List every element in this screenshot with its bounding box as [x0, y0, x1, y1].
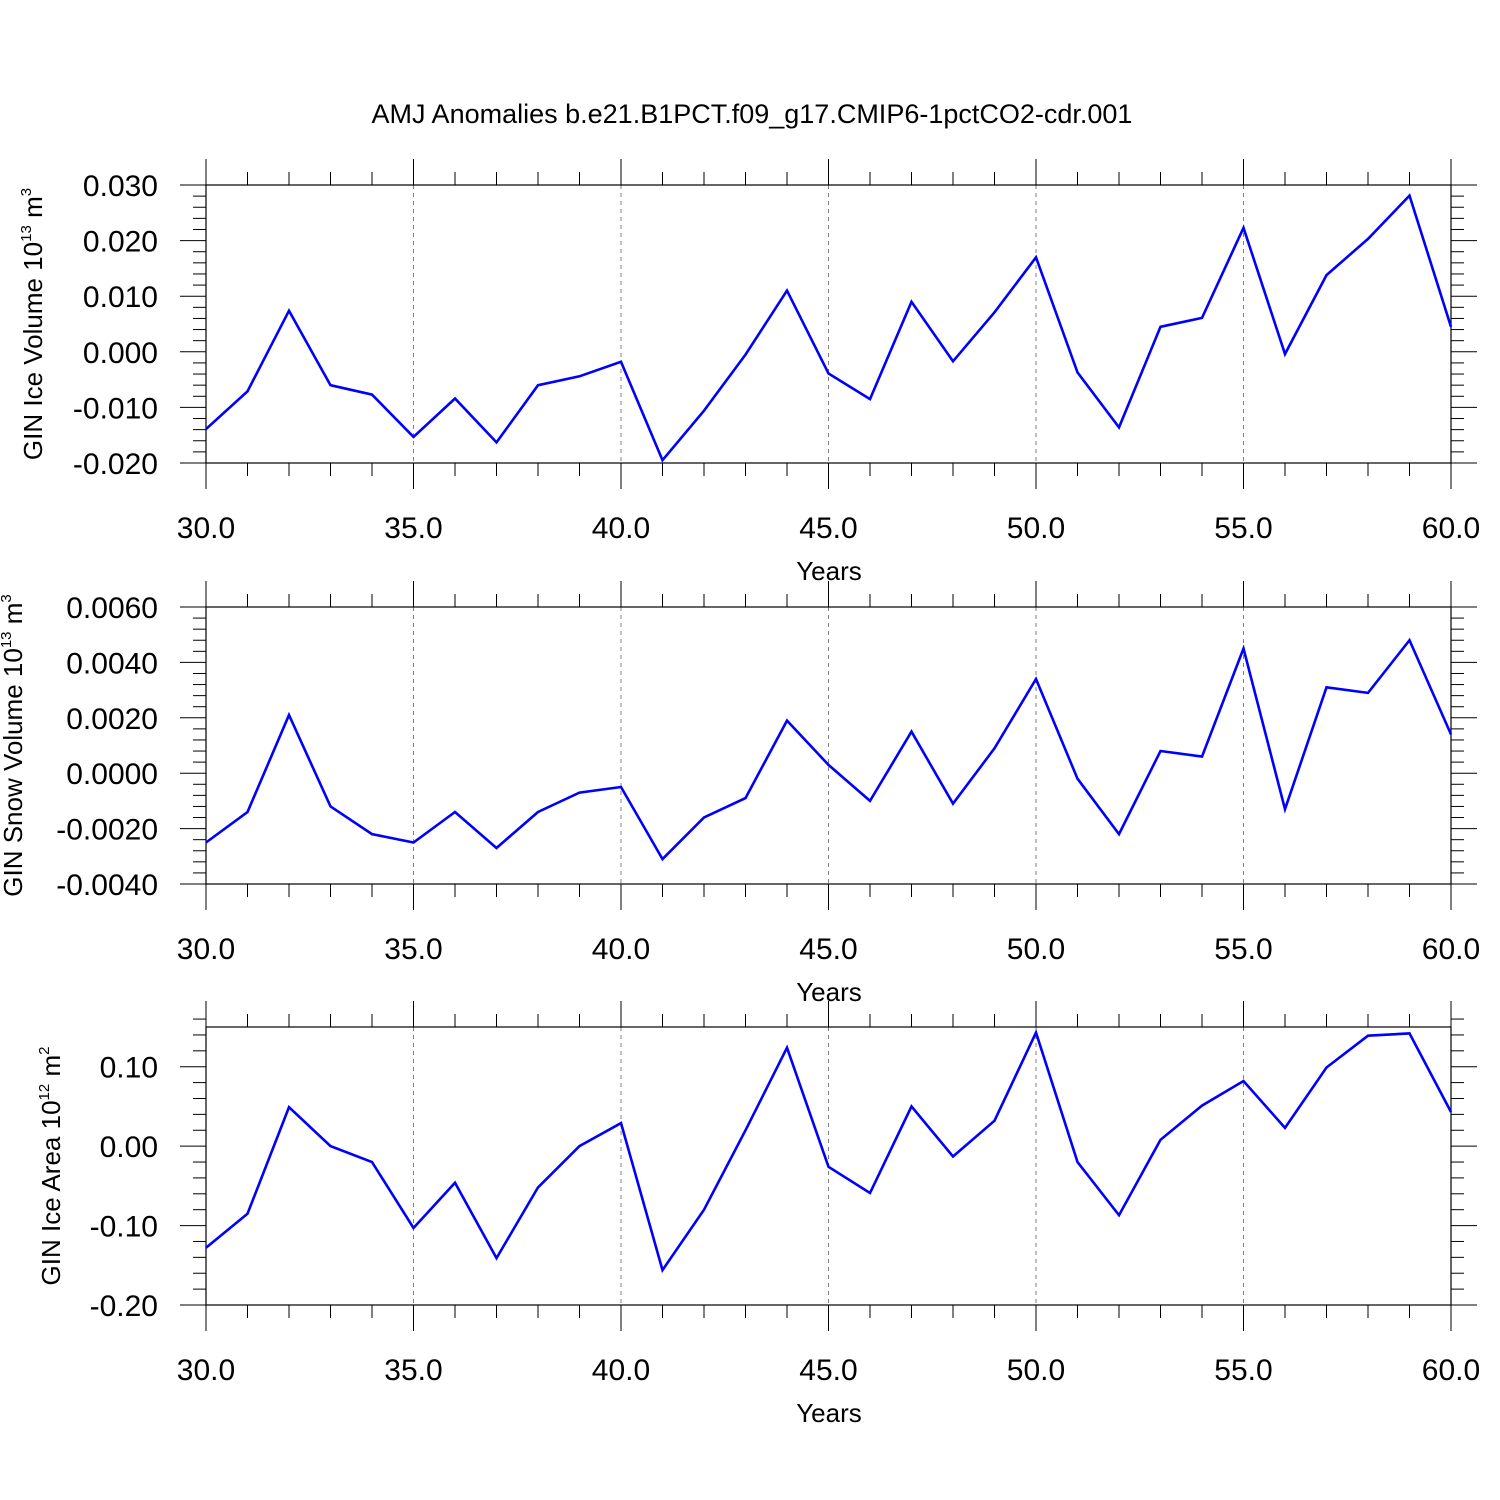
y-tick-label: 0.030: [83, 170, 158, 203]
y-axis-label-superscript: 13: [0, 631, 15, 648]
y-axis-label: GIN Ice Volume 1013 m3: [18, 188, 48, 460]
y-axis-label-text: GIN Ice Area 10: [36, 1100, 66, 1285]
y-axis-label: GIN Ice Area 1012 m2: [36, 1047, 66, 1286]
panel-2: -0.0040 -0.0020 0.0000 0.0020 0.0040 0.0060 30…: [0, 581, 1480, 1007]
x-tick-label: 45.0: [799, 1354, 857, 1387]
x-tick-label: 60.0: [1422, 512, 1480, 545]
y-tick-label: 0.0000: [66, 758, 158, 791]
x-tick-label: 35.0: [384, 933, 442, 966]
panel-1: -0.020 -0.010 0.000 0.010 0.020 0.030 30.0 35.0…: [18, 159, 1480, 586]
series-line: [205, 637, 1453, 862]
x-tick-label: 55.0: [1214, 933, 1272, 966]
x-tick-label: 45.0: [799, 933, 857, 966]
x-tick-label: 35.0: [384, 1354, 442, 1387]
x-tick-label: 50.0: [1007, 933, 1065, 966]
y-tick-label: -0.0040: [56, 869, 158, 902]
series-line: [205, 1029, 1453, 1274]
y-tick-label: -0.010: [73, 392, 158, 425]
x-tick-label: 40.0: [592, 933, 650, 966]
chart-title: AMJ Anomalies b.e21.B1PCT.f09_g17.CMIP6-…: [372, 99, 1133, 129]
y-axis-label-text: m: [18, 196, 48, 225]
y-tick-label: 0.020: [83, 226, 158, 259]
y-tick-label: 0.0020: [66, 703, 158, 736]
series-line: [205, 193, 1453, 463]
x-tick-label: 50.0: [1007, 512, 1065, 545]
y-tick-label: -0.10: [90, 1211, 158, 1244]
y-axis-label-text: m: [36, 1055, 66, 1084]
y-tick-label: 0.0040: [66, 647, 158, 680]
x-axis-label: Years: [796, 1398, 862, 1428]
y-axis-label-text: GIN Snow Volume 10: [0, 648, 28, 897]
x-tick-label: 60.0: [1422, 1354, 1480, 1387]
y-tick-label: 0.000: [83, 337, 158, 370]
x-tick-label: 45.0: [799, 512, 857, 545]
y-tick-label: -0.20: [90, 1290, 158, 1323]
y-tick-label: -0.020: [73, 448, 158, 481]
x-tick-label: 40.0: [592, 1354, 650, 1387]
x-tick-label: 30.0: [177, 933, 235, 966]
y-tick-label: 0.010: [83, 281, 158, 314]
y-axis-label-text: GIN Ice Volume 10: [18, 242, 48, 460]
y-axis-label: GIN Snow Volume 1013 m3: [0, 594, 28, 897]
y-tick-label: 0.10: [100, 1052, 158, 1085]
y-axis-label-superscript: 3: [18, 188, 35, 196]
y-axis-label-text: m: [0, 603, 28, 632]
x-tick-label: 35.0: [384, 512, 442, 545]
y-tick-label: 0.0060: [66, 592, 158, 625]
x-tick-label: 40.0: [592, 512, 650, 545]
y-tick-label: -0.0020: [56, 814, 158, 847]
x-tick-label: 30.0: [177, 512, 235, 545]
y-axis-label-superscript: 13: [18, 225, 35, 242]
y-axis-label-superscript: 2: [36, 1047, 53, 1055]
x-tick-label: 55.0: [1214, 1354, 1272, 1387]
y-axis-label-superscript: 12: [36, 1084, 53, 1101]
y-tick-label: 0.00: [100, 1131, 158, 1164]
panel-3: -0.20 -0.10 0.00 0.10 30.0 35.0 40.0 45.0 50.0 55…: [36, 1001, 1480, 1428]
x-tick-label: 50.0: [1007, 1354, 1065, 1387]
x-tick-label: 60.0: [1422, 933, 1480, 966]
x-tick-label: 55.0: [1214, 512, 1272, 545]
x-tick-label: 30.0: [177, 1354, 235, 1387]
y-axis-label-superscript: 3: [0, 594, 15, 602]
